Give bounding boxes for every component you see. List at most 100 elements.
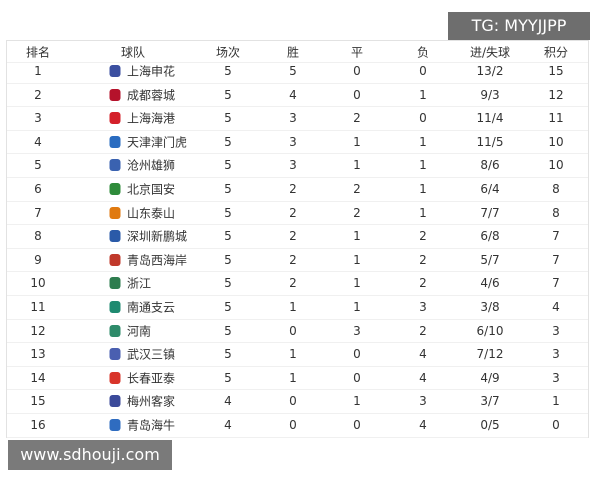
row-separator bbox=[7, 106, 588, 108]
table-cell: 2 bbox=[353, 111, 361, 126]
row-separator bbox=[7, 82, 588, 84]
row-separator bbox=[7, 271, 588, 273]
team-name: 青岛西海岸 bbox=[127, 253, 188, 268]
team-name: 天津津门虎 bbox=[127, 135, 188, 150]
table-cell: 12 bbox=[548, 87, 564, 102]
table-cell: 1 bbox=[34, 64, 42, 78]
column-header: 负 bbox=[416, 45, 430, 60]
table-cell: 7 bbox=[552, 276, 560, 291]
table-cell: 16 bbox=[30, 418, 46, 432]
table-cell: 11/4 bbox=[476, 111, 504, 126]
column-header: 平 bbox=[350, 45, 364, 60]
table-cell: 3/7 bbox=[480, 394, 500, 409]
team-name: 上海申花 bbox=[127, 64, 176, 79]
team-name: 上海海港 bbox=[127, 111, 176, 126]
table-cell: 0 bbox=[353, 64, 361, 78]
table-cell: 13 bbox=[30, 347, 46, 362]
team-name: 成都蓉城 bbox=[127, 88, 176, 103]
row-separator bbox=[7, 153, 588, 155]
table-cell: 7 bbox=[552, 252, 560, 267]
row-separator bbox=[7, 318, 588, 320]
table-cell: 1 bbox=[289, 347, 297, 362]
table-cell: 8 bbox=[552, 205, 560, 220]
table-cell: 1 bbox=[419, 158, 427, 173]
table-cell: 2 bbox=[353, 205, 361, 220]
table-cell: 14 bbox=[30, 370, 46, 385]
table-cell: 2 bbox=[419, 276, 427, 291]
table-cell: 0 bbox=[353, 370, 361, 385]
table-cell: 5 bbox=[224, 182, 232, 196]
team-logo bbox=[109, 206, 121, 219]
team-name: 浙江 bbox=[127, 276, 152, 291]
table-cell: 6/4 bbox=[480, 182, 500, 196]
table-cell: 5 bbox=[224, 229, 232, 244]
table-cell: 0 bbox=[353, 347, 361, 362]
team-logo bbox=[109, 230, 121, 243]
table-cell: 1 bbox=[353, 134, 361, 149]
column-header: 排名 bbox=[25, 45, 51, 60]
table-cell: 3 bbox=[289, 111, 297, 126]
table-cell: 1 bbox=[353, 276, 361, 291]
table-cell: 1 bbox=[353, 394, 361, 409]
row-separator bbox=[7, 412, 588, 414]
table-cell: 15 bbox=[30, 394, 46, 409]
table-cell: 5 bbox=[224, 64, 232, 78]
row-separator bbox=[7, 436, 588, 438]
table-cell: 1 bbox=[419, 134, 427, 149]
table-cell: 4 bbox=[552, 300, 560, 314]
table-cell: 4 bbox=[224, 418, 232, 432]
table-cell: 3 bbox=[552, 323, 560, 338]
table-cell: 12 bbox=[30, 323, 46, 338]
team-logo bbox=[109, 88, 121, 101]
table-cell: 8/6 bbox=[480, 158, 500, 173]
team-logo bbox=[109, 253, 121, 266]
row-separator bbox=[7, 129, 588, 131]
table-cell: 4 bbox=[224, 394, 232, 409]
team-logo bbox=[109, 159, 121, 172]
team-logo bbox=[109, 301, 121, 313]
table-cell: 5 bbox=[224, 158, 232, 173]
table-cell: 1 bbox=[353, 229, 361, 244]
table-cell: 4 bbox=[419, 347, 427, 362]
team-name: 梅州客家 bbox=[127, 394, 176, 409]
table-cell: 1 bbox=[289, 370, 297, 385]
table-cell: 10 bbox=[30, 276, 46, 291]
table-cell: 2 bbox=[34, 87, 42, 102]
table-cell: 0 bbox=[289, 323, 297, 338]
table-cell: 5 bbox=[224, 205, 232, 220]
team-name: 沧州雄狮 bbox=[127, 158, 176, 173]
table-cell: 2 bbox=[419, 229, 427, 244]
table-cell: 7/7 bbox=[480, 205, 500, 220]
table-cell: 11/5 bbox=[476, 134, 504, 149]
row-separator bbox=[7, 62, 588, 63]
table-cell: 0 bbox=[353, 87, 361, 102]
table-cell: 6/10 bbox=[476, 323, 504, 338]
table-cell: 7 bbox=[552, 229, 560, 244]
table-cell: 6/8 bbox=[480, 229, 500, 244]
row-separator bbox=[7, 200, 588, 202]
row-separator bbox=[7, 389, 588, 391]
table-cell: 5 bbox=[224, 323, 232, 338]
table-cell: 3 bbox=[552, 370, 560, 385]
table-cell: 4 bbox=[419, 370, 427, 385]
table-cell: 1 bbox=[353, 252, 361, 267]
team-name: 山东泰山 bbox=[127, 206, 176, 221]
table-cell: 2 bbox=[419, 252, 427, 267]
team-logo bbox=[109, 65, 121, 77]
table-cell: 2 bbox=[289, 229, 297, 244]
table-cell: 8 bbox=[552, 182, 560, 196]
row-separator bbox=[7, 247, 588, 249]
team-name: 北京国安 bbox=[127, 182, 176, 197]
table-cell: 11 bbox=[30, 300, 46, 314]
table-cell: 13/2 bbox=[476, 64, 504, 78]
team-logo bbox=[109, 395, 121, 408]
team-name: 深圳新鹏城 bbox=[127, 229, 188, 244]
table-cell: 4 bbox=[289, 87, 297, 102]
column-header: 胜 bbox=[286, 45, 300, 60]
table-cell: 1 bbox=[419, 182, 427, 196]
table-cell: 0 bbox=[419, 64, 427, 78]
table-cell: 3 bbox=[289, 158, 297, 173]
table-cell: 2 bbox=[289, 276, 297, 291]
table-cell: 5 bbox=[224, 87, 232, 102]
